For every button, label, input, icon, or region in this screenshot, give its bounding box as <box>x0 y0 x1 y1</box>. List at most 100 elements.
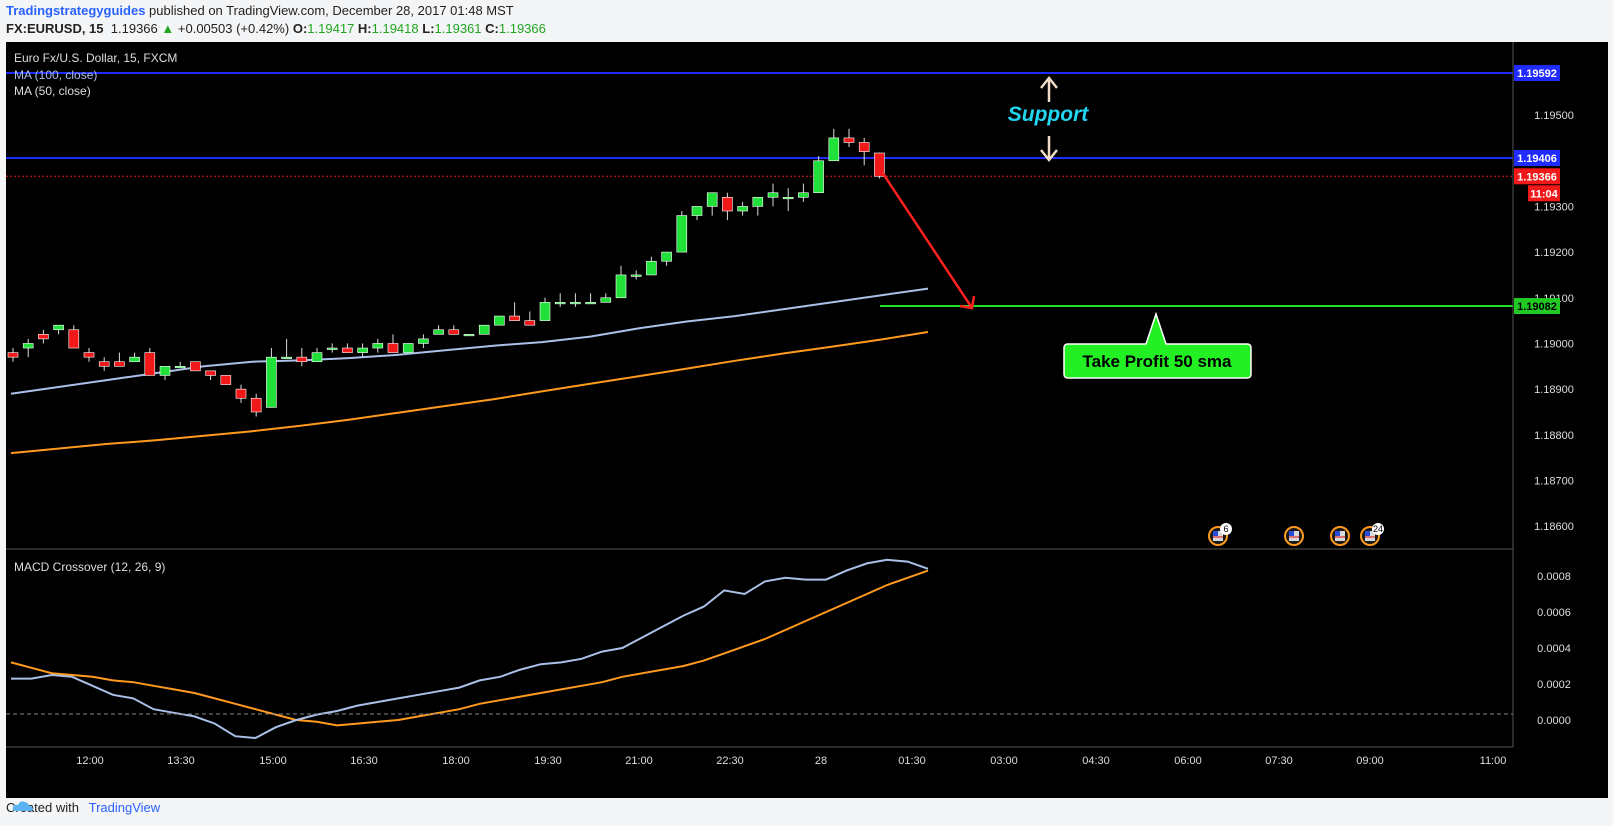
author-link[interactable]: Tradingstrategyguides <box>6 3 146 18</box>
current-price-tag: 1.19366 <box>1517 171 1557 183</box>
candle[interactable] <box>585 302 596 305</box>
candle[interactable] <box>524 320 536 326</box>
time-tick-label: 09:00 <box>1356 755 1384 767</box>
publish-info: published on TradingView.com, December 2… <box>149 3 514 18</box>
candle[interactable] <box>448 329 460 335</box>
candle[interactable] <box>874 152 885 177</box>
candle[interactable] <box>174 365 186 369</box>
time-tick-label: 06:00 <box>1174 755 1202 767</box>
down-arrow-icon[interactable] <box>1040 136 1058 163</box>
candle[interactable] <box>737 206 748 212</box>
candle[interactable] <box>813 160 824 194</box>
take-profit-callout[interactable]: Take Profit 50 sma <box>1063 311 1252 379</box>
candle[interactable] <box>661 251 672 262</box>
candle[interactable] <box>509 315 520 321</box>
candle[interactable] <box>53 324 64 331</box>
candle[interactable] <box>570 302 581 305</box>
candle[interactable] <box>129 356 140 363</box>
candle[interactable] <box>38 334 49 340</box>
open-label: O: <box>292 21 308 36</box>
ma100-legend[interactable]: MA (100, close) <box>14 68 97 82</box>
candle[interactable] <box>828 137 840 162</box>
macd-tick-label: 0.0008 <box>1537 571 1571 583</box>
candle[interactable] <box>782 196 794 200</box>
price-tick-label: 1.18700 <box>1534 475 1574 487</box>
candle[interactable] <box>159 365 171 376</box>
flag-canton <box>1335 531 1340 536</box>
projection-arrow[interactable] <box>880 171 976 310</box>
candle[interactable] <box>98 361 110 367</box>
macd-line[interactable] <box>11 558 929 740</box>
candle[interactable] <box>433 329 444 335</box>
candle[interactable] <box>281 356 292 359</box>
macd-tick-label: 0.0004 <box>1537 643 1571 655</box>
current-price-tag-bg <box>1514 168 1560 185</box>
tradingview-link[interactable]: TradingView <box>88 800 161 815</box>
candle[interactable] <box>266 356 277 408</box>
ma50-line[interactable] <box>10 287 929 395</box>
price-chart-svg[interactable]: 1.195001.193001.192001.191001.190001.189… <box>6 42 1608 798</box>
candle[interactable] <box>250 397 262 413</box>
candle[interactable] <box>357 347 368 353</box>
candle[interactable] <box>463 334 475 337</box>
candle[interactable] <box>296 356 308 363</box>
candle[interactable] <box>554 302 566 305</box>
chart-area[interactable]: 1.195001.193001.192001.191001.190001.189… <box>6 42 1608 798</box>
candle[interactable] <box>798 192 809 198</box>
candle[interactable] <box>691 206 703 216</box>
countdown-label: 11:04 <box>1530 188 1558 200</box>
time-tick-label: 12:00 <box>76 755 104 767</box>
candle[interactable] <box>311 352 323 363</box>
close-label: C: <box>485 21 499 36</box>
low-value: 1.19361 <box>434 21 482 36</box>
event-count-badge <box>1372 523 1384 535</box>
candle[interactable] <box>22 343 34 349</box>
candle[interactable] <box>615 274 627 299</box>
time-tick-label: 19:30 <box>534 755 562 767</box>
candle[interactable] <box>220 375 232 385</box>
candle[interactable] <box>7 352 19 358</box>
candle[interactable] <box>676 215 688 253</box>
candle[interactable] <box>767 192 779 198</box>
up-arrow-icon[interactable] <box>1040 75 1058 102</box>
candle[interactable] <box>205 370 216 376</box>
candle[interactable] <box>722 196 733 212</box>
macd-legend[interactable]: MACD Crossover (12, 26, 9) <box>14 560 165 574</box>
low-label: L: <box>422 21 435 36</box>
candle[interactable] <box>326 347 338 350</box>
candle[interactable] <box>418 338 429 344</box>
high-value: 1.19418 <box>371 21 419 36</box>
candle[interactable] <box>843 137 855 143</box>
take-profit-price-tag-bg <box>1514 298 1560 315</box>
candle[interactable] <box>387 343 399 353</box>
candle[interactable] <box>646 260 657 276</box>
candle[interactable] <box>478 324 490 335</box>
ma100-line[interactable] <box>10 331 929 455</box>
candle[interactable] <box>68 329 80 349</box>
candle[interactable] <box>539 302 551 321</box>
candle[interactable] <box>144 352 156 376</box>
candle[interactable] <box>402 343 414 353</box>
candle[interactable] <box>858 142 870 152</box>
candle[interactable] <box>600 297 612 303</box>
candle[interactable] <box>752 196 764 207</box>
candle[interactable] <box>630 274 642 277</box>
time-tick-label: 07:30 <box>1265 755 1293 767</box>
time-tick-label: 18:00 <box>442 755 470 767</box>
time-tick-label: 11:00 <box>1480 755 1507 767</box>
candle[interactable] <box>83 352 95 358</box>
signal-line[interactable] <box>10 569 929 727</box>
instrument-legend: Euro Fx/U.S. Dollar, 15, FXCM <box>14 51 177 65</box>
price-tick-label: 1.18900 <box>1534 384 1574 396</box>
candle[interactable] <box>342 347 353 353</box>
candle[interactable] <box>190 361 201 372</box>
candle[interactable] <box>372 343 384 349</box>
ma50-legend[interactable]: MA (50, close) <box>14 84 91 98</box>
support-annotation[interactable]: Support <box>1008 103 1089 126</box>
candle[interactable] <box>235 388 247 399</box>
resistance-price-tag-bg <box>1514 150 1560 167</box>
candle[interactable] <box>706 192 718 207</box>
candle[interactable] <box>114 361 125 367</box>
candle[interactable] <box>494 315 505 326</box>
flag-canton <box>1365 531 1370 536</box>
